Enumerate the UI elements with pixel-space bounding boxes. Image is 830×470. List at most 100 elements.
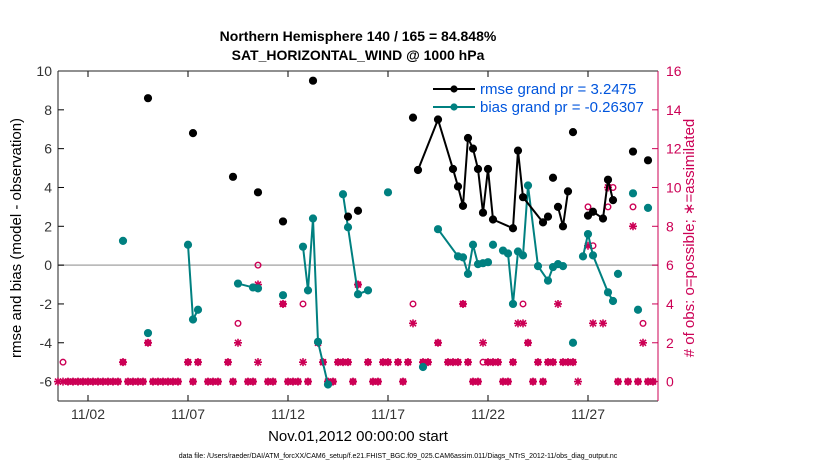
obs-assimilated-marker [189,377,197,386]
obs-assimilated-marker [419,358,427,367]
obs-assimilated-marker [484,358,492,367]
chart-title-line2: SAT_HORIZONTAL_WIND @ 1000 hPa [232,47,485,63]
bias-marker [643,203,653,212]
bias-marker [383,188,393,197]
bias-marker [323,380,333,389]
obs-possible-marker [409,300,417,308]
obs-assimilated-marker [644,377,652,386]
left-y-tick-label: 2 [44,218,52,234]
x-tick-label: 11/02 [71,406,105,422]
obs-assimilated-marker [409,319,417,328]
obs-assimilated-marker [54,377,62,386]
obs-assimilated-marker [509,358,517,367]
bias-marker [518,251,528,260]
rmse-marker [478,208,488,217]
bias-marker [343,223,353,232]
rmse-marker [558,222,568,231]
obs-assimilated-marker [569,358,577,367]
obs-assimilated-marker [624,377,632,386]
bias-marker [418,362,428,372]
x-tick-label: 11/12 [271,406,305,422]
obs-assimilated-marker [384,358,392,367]
bias-marker [578,252,588,261]
rmse-marker [483,164,493,174]
bias-marker [298,242,308,251]
bias-marker [303,286,313,295]
right-y-tick-label: 10 [666,179,682,195]
bias-marker [558,261,568,271]
bias-marker [613,269,623,278]
rmse-marker [448,164,458,174]
obs-assimilated-marker [399,377,407,386]
x-tick-label: 11/22 [471,406,505,422]
bias-marker [568,338,578,347]
obs-assimilated-marker [194,358,202,367]
obs-assimilated-marker [499,377,507,386]
rmse-marker [458,201,468,211]
obs-assimilated-marker [224,358,232,367]
rmse-marker [603,175,613,184]
bias-marker [488,240,498,249]
obs-assimilated-marker [459,299,467,308]
obs-assimilated-marker [554,299,562,308]
obs-assimilated-marker [529,377,537,386]
bias-marker [523,181,533,190]
rmse-marker [463,133,473,143]
bias-marker [118,236,128,245]
bias-marker [533,261,543,271]
rmse-marker [308,76,318,85]
x-tick-label: 11/07 [171,406,205,422]
obs-assimilated-marker [129,377,137,386]
bias-marker [193,305,203,314]
obs-assimilated-marker [124,377,132,386]
obs-assimilated-marker [214,377,222,386]
bias-marker [588,251,598,260]
obs-assimilated-marker [269,377,277,386]
obs-assimilated-marker [184,358,192,367]
obs-assimilated-marker [229,377,237,386]
obs-assimilated-marker [379,358,387,367]
obs-assimilated-marker [104,377,112,386]
rmse-marker [598,214,608,223]
obs-assimilated-marker [539,377,547,386]
rmse-marker [548,173,558,182]
obs-assimilated-marker [559,358,567,367]
bias-marker [433,225,443,234]
bias-marker [583,229,593,239]
obs-assimilated-marker [149,377,157,386]
rmse-line [417,116,549,230]
bias-marker [458,253,468,262]
bias-marker [353,290,363,299]
obs-assimilated-marker [99,377,107,386]
rmse-marker [538,218,548,227]
obs-assimilated-marker [79,377,87,386]
obs-assimilated-marker [339,358,347,367]
obs-assimilated-marker [629,222,637,231]
bias-marker [183,240,193,249]
x-axis-label: Nov.01,2012 00:00:00 start [268,428,449,445]
obs-assimilated-marker [254,358,262,367]
right-y-tick-label: 12 [666,141,682,157]
obs-assimilated-marker [394,358,402,367]
rmse-marker [488,215,498,224]
obs-assimilated-marker [504,377,512,386]
obs-possible-marker [639,319,647,327]
bias-marker [233,279,243,288]
bias-marker [608,296,618,306]
obs-assimilated-marker [449,358,457,367]
rmse-marker [408,113,418,122]
obs-assimilated-marker [244,377,252,386]
bias-marker [503,249,513,258]
obs-assimilated-marker [549,358,557,367]
rmse-marker [188,129,198,138]
obs-assimilated-marker [94,377,102,386]
plot-background [58,71,658,401]
rmse-marker [143,94,153,103]
obs-assimilated-marker [424,358,432,367]
obs-assimilated-marker [264,377,272,386]
bias-marker [338,190,348,199]
chart-title-line1: Northern Hemisphere 140 / 165 = 84.848% [220,28,497,44]
obs-assimilated-marker [119,358,127,367]
rmse-marker [543,212,553,221]
